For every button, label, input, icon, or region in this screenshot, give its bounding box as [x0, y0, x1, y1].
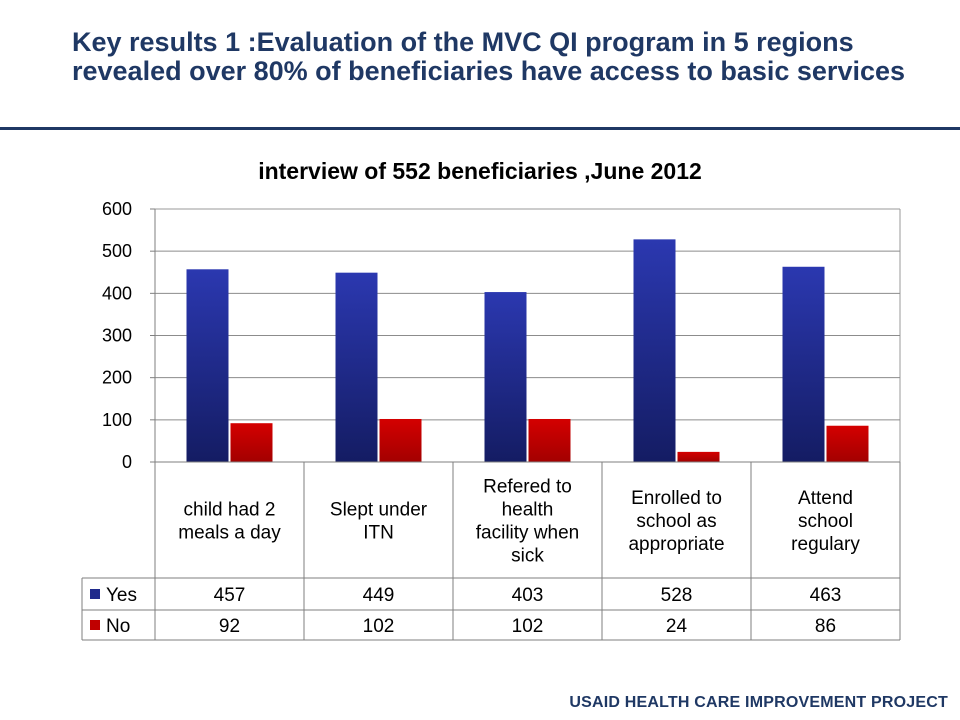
data-table-value: 102 — [512, 616, 544, 637]
category-label: Enrolled to — [631, 488, 722, 509]
y-tick-label: 100 — [102, 410, 132, 430]
legend-key-yes — [90, 589, 100, 599]
category-label: Attend — [798, 488, 853, 509]
category-label: sick — [511, 546, 544, 567]
bar-yes — [633, 239, 676, 462]
y-tick-label: 0 — [122, 452, 132, 472]
y-tick-label: 300 — [102, 326, 132, 346]
bar-no — [677, 451, 720, 462]
data-table-value: 24 — [666, 616, 688, 637]
chart-title: interview of 552 beneficiaries ,June 201… — [258, 158, 702, 184]
bar-yes — [484, 292, 527, 462]
category-label: facility when — [476, 523, 580, 544]
category-label: school — [798, 511, 853, 532]
bar-no — [379, 418, 422, 462]
category-label: health — [502, 500, 554, 521]
category-label: Slept under — [330, 500, 428, 521]
data-table-value: 102 — [363, 616, 395, 637]
category-label: regulary — [791, 534, 860, 555]
category-label: appropriate — [628, 534, 724, 555]
data-table-value: 403 — [512, 585, 544, 606]
data-table-value: 92 — [219, 616, 240, 637]
bar-yes — [186, 269, 229, 462]
category-label: ITN — [363, 523, 394, 544]
legend-label: Yes — [106, 585, 137, 606]
footer-project-name: USAID HEALTH CARE IMPROVEMENT PROJECT — [569, 694, 948, 711]
bar-no — [528, 418, 571, 462]
legend-label: No — [106, 616, 130, 637]
title-divider — [0, 127, 960, 130]
data-table-value: 86 — [815, 616, 836, 637]
category-label: child had 2 — [184, 500, 276, 521]
data-table-value: 457 — [214, 585, 246, 606]
data-table-value: 449 — [363, 585, 395, 606]
y-tick-label: 400 — [102, 283, 132, 303]
data-table-value: 528 — [661, 585, 693, 606]
category-label: meals a day — [178, 523, 281, 544]
y-tick-label: 200 — [102, 368, 132, 388]
category-label: Refered to — [483, 477, 572, 498]
bar-no — [826, 425, 869, 462]
legend-key-no — [90, 620, 100, 630]
category-label: school as — [636, 511, 716, 532]
bar-no — [230, 423, 273, 462]
slide-title: Key results 1 :Evaluation of the MVC QI … — [72, 27, 906, 86]
y-tick-label: 500 — [102, 241, 132, 261]
y-tick-label: 600 — [102, 199, 132, 219]
bar-yes — [782, 266, 825, 462]
bar-yes — [335, 272, 378, 462]
data-table-value: 463 — [810, 585, 842, 606]
